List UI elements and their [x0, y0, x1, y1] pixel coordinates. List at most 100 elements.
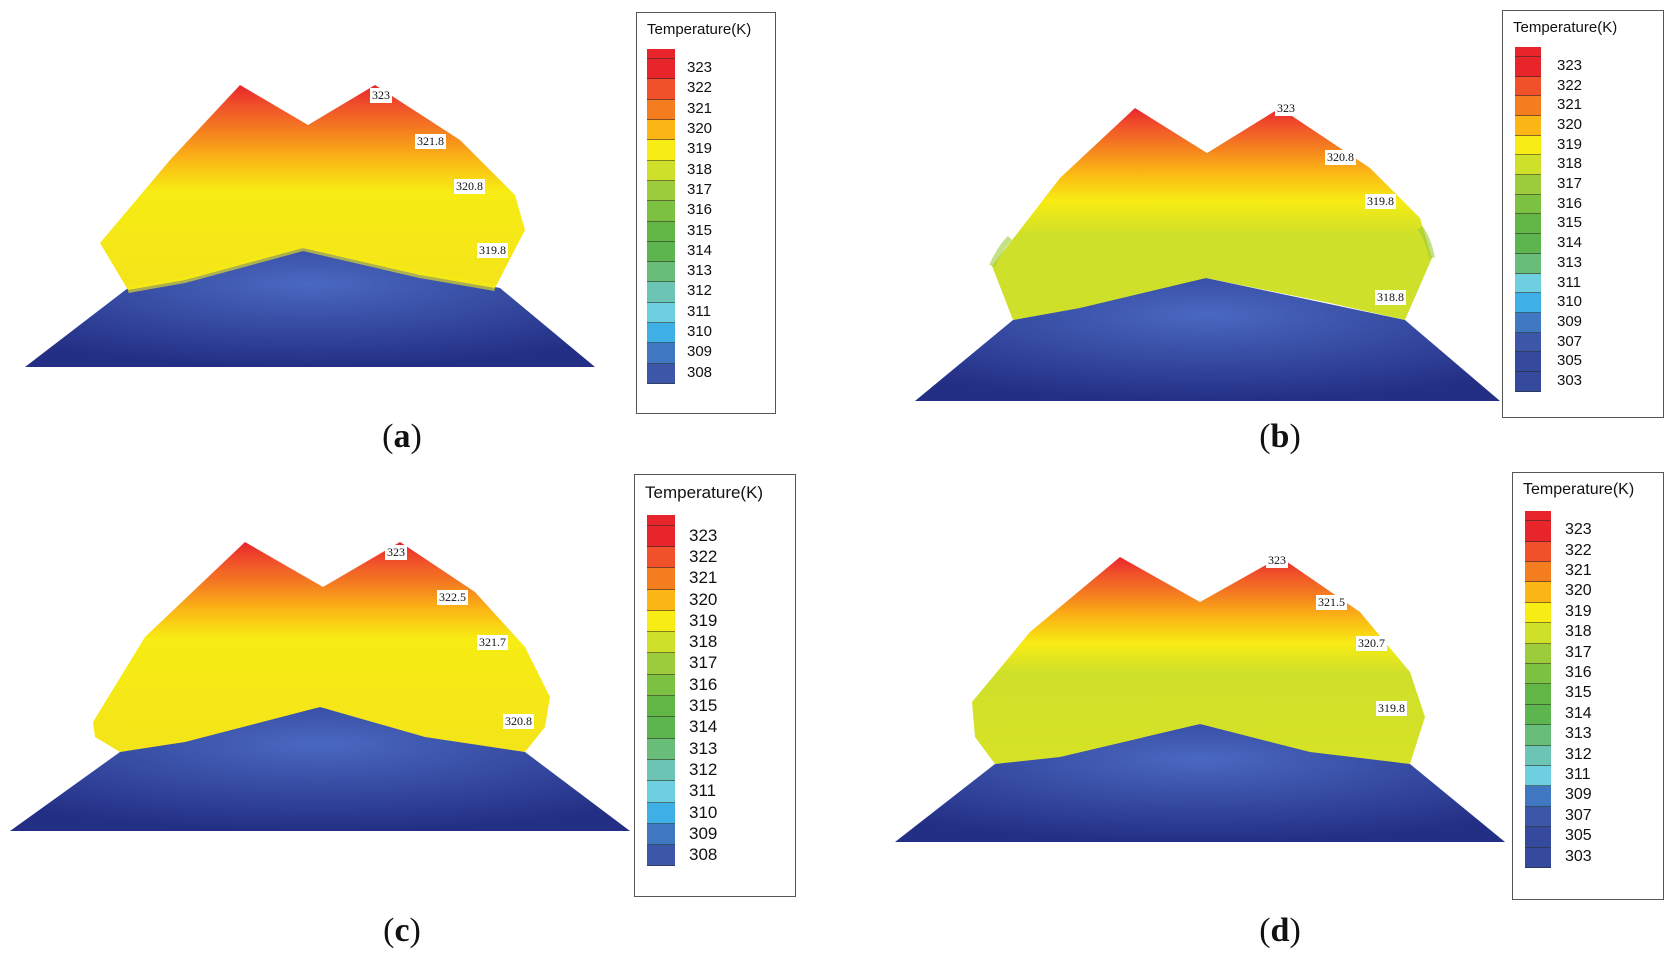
- colorbar-tick-label: 303: [1565, 847, 1592, 865]
- colorbar-tick-label: 323: [1565, 521, 1592, 539]
- colorbar-swatch: [647, 343, 675, 364]
- probe-label-b-4: 318.8: [1375, 290, 1406, 305]
- legend-title-c: Temperature(K): [645, 483, 764, 502]
- colorbar-tick-label: 314: [687, 241, 713, 259]
- colorbar-swatch: [1525, 602, 1551, 624]
- colorbar-tick-label: 317: [1565, 643, 1592, 661]
- probe-label-d-1: 323: [1266, 553, 1288, 568]
- colorbar-a: 323 322 321 320 319 318 317 316 315 314 313 312 311 3…: [647, 49, 712, 384]
- probe-label-a-1: 323: [370, 88, 392, 103]
- colorbar-tick-label: 314: [689, 717, 718, 737]
- colorbar-swatch: [1525, 623, 1551, 644]
- colorbar-tick-label: 311: [1557, 273, 1581, 291]
- colorbar-swatch: [1525, 827, 1551, 848]
- colorbar-tick-label: 315: [689, 696, 718, 716]
- heap-graphic-d: [895, 557, 1505, 842]
- colorbar-tick-label: 307: [1565, 806, 1592, 824]
- colorbar-swatch: [1515, 352, 1541, 373]
- colorbar-swatch: [1525, 786, 1551, 807]
- colorbar-tick-label: 318: [687, 160, 713, 178]
- colorbar-swatch: [647, 610, 675, 633]
- colorbar-swatch: [647, 759, 675, 782]
- colorbar-tick-label: 322: [689, 546, 718, 566]
- colorbar-swatch: [1515, 175, 1541, 195]
- colorbar-swatch: [647, 241, 675, 263]
- colorbar-tick-label: 313: [1557, 253, 1583, 271]
- colorbar-swatch: [1525, 562, 1551, 583]
- colorbar-tick-label: 320: [689, 589, 718, 609]
- heap-graphic-b: [915, 108, 1500, 401]
- colorbar-tick-label: 323: [687, 59, 713, 77]
- caption-c: (c): [383, 912, 421, 949]
- colorbar-tick-label: 316: [689, 674, 718, 694]
- colorbar-tick-label: 314: [1557, 234, 1583, 252]
- colorbar-swatch: [647, 546, 675, 569]
- colorbar-tick-label: 319: [689, 610, 718, 630]
- colorbar-swatch: [647, 59, 675, 80]
- colorbar-swatch: [1515, 214, 1541, 235]
- colorbar-swatch: [1525, 766, 1551, 787]
- colorbar-swatch: [1525, 664, 1551, 685]
- colorbar-tick-label: 311: [687, 302, 711, 320]
- colorbar-swatch: [647, 140, 675, 161]
- colorbar-swatch: [1515, 273, 1541, 294]
- colorbar-tick-label: 312: [1565, 745, 1592, 763]
- colorbar-tick-label: 310: [1557, 293, 1583, 311]
- colorbar-swatch: [647, 632, 675, 654]
- colorbar-tick-label: 312: [689, 759, 718, 779]
- colorbar-swatch: [647, 302, 675, 324]
- colorbar-tick-label: 308: [689, 845, 718, 865]
- colorbar-tick-label: 323: [1557, 56, 1583, 74]
- colorbar-swatch: [1525, 847, 1551, 868]
- probe-label-d-2: 321.5: [1316, 595, 1347, 610]
- colorbar-swatch: [1525, 541, 1551, 562]
- colorbar-tick-label: 312: [687, 282, 713, 300]
- colorbar-swatch: [647, 262, 675, 283]
- colorbar-swatch: [1515, 56, 1541, 77]
- colorbar-swatch: [647, 323, 675, 344]
- colorbar-swatch: [647, 674, 675, 697]
- colorbar-swatch: [1515, 194, 1541, 215]
- colorbar-swatch: [647, 160, 675, 181]
- heap-graphic-c: [10, 542, 630, 831]
- colorbar-tick-label: 310: [687, 323, 713, 341]
- colorbar-swatch: [647, 823, 675, 846]
- colorbar-tick-label: 315: [687, 221, 713, 239]
- colorbar-tick-label: 321: [687, 99, 713, 117]
- colorbar-swatch: [647, 696, 675, 718]
- colorbar-tick-label: 309: [1557, 312, 1583, 330]
- colorbar-swatch: [647, 845, 675, 867]
- colorbar-tick-label: 317: [689, 653, 718, 673]
- colorbar-swatch: [1525, 582, 1551, 603]
- caption-d: (d): [1259, 912, 1301, 949]
- heap-scene-a: 323 321.8 320.8 319.8: [20, 80, 600, 375]
- colorbar-cap: [1525, 511, 1551, 522]
- colorbar-tick-label: 322: [1557, 76, 1583, 94]
- caption-b: (b): [1259, 418, 1301, 455]
- colorbar-tick-label: 313: [1565, 725, 1592, 743]
- colorbar-tick-label: 308: [687, 363, 713, 381]
- probe-label-b-3: 319.8: [1365, 194, 1396, 209]
- colorbar-tick-label: 319: [687, 140, 713, 158]
- colorbar-swatch: [1515, 293, 1541, 313]
- probe-label-c-1: 323: [385, 545, 407, 560]
- colorbar-tick-label: 309: [689, 823, 718, 843]
- colorbar-tick-label: 315: [1565, 684, 1592, 702]
- colorbar-swatch: [647, 525, 675, 547]
- colorbar-swatch: [1515, 115, 1541, 136]
- colorbar-swatch: [647, 79, 675, 100]
- colorbar-tick-label: 322: [687, 79, 713, 97]
- colorbar-b: 323 322 321 320 319 318 317 316 315 314 313 311 310 3…: [1515, 47, 1582, 392]
- colorbar-cap: [647, 515, 675, 526]
- colorbar-tick-label: 319: [1565, 602, 1592, 620]
- colorbar-cap: [1515, 47, 1541, 57]
- colorbar-tick-label: 321: [1557, 96, 1583, 114]
- colorbar-tick-label: 320: [1557, 115, 1583, 133]
- colorbar-legend-a: Temperature(K) 323 322 321 320 319 318 317 316 3…: [636, 12, 776, 414]
- colorbar-tick-label: 320: [687, 120, 713, 138]
- colorbar-swatch: [647, 221, 675, 242]
- probe-label-b-1: 323: [1275, 101, 1297, 116]
- colorbar-tick-label: 309: [687, 343, 713, 361]
- colorbar-tick-label: 313: [687, 262, 713, 280]
- colorbar-d: 323 322 321 320 319 318 317 316 315 314 313 312 311 3…: [1525, 511, 1592, 868]
